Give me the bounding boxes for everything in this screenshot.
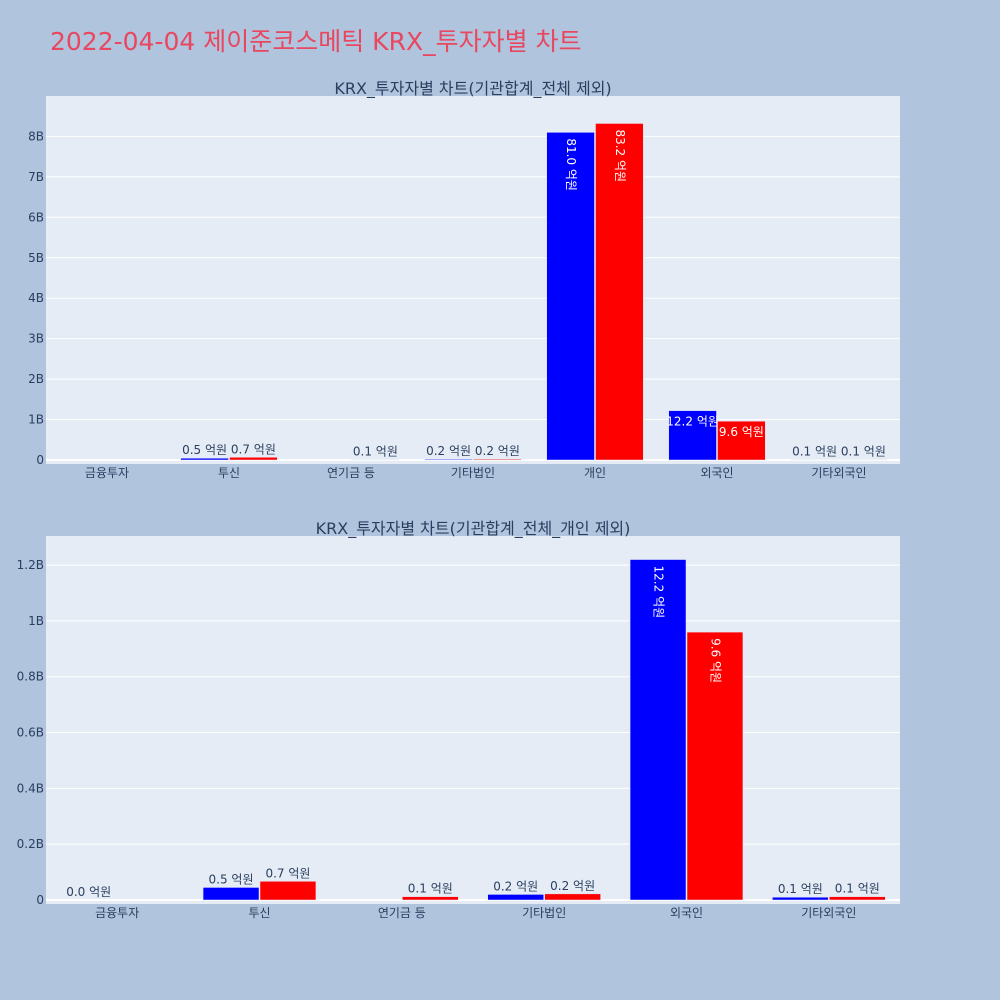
bar xyxy=(180,457,229,461)
y-tick-label: 0.4B xyxy=(17,781,44,795)
data-label: 0.1 억원 xyxy=(835,882,880,896)
plot-area xyxy=(46,96,900,464)
chart-title: KRX_투자자별 차트(기관합계_전체 제외) xyxy=(334,79,611,99)
data-label: 0.7 억원 xyxy=(265,866,310,880)
x-tick-label: 기타법인 xyxy=(522,906,566,920)
x-tick-label: 투신 xyxy=(248,906,270,920)
data-label: 0.1 억원 xyxy=(841,445,886,459)
y-tick-label: 1B xyxy=(28,413,44,427)
y-tick-label: 2B xyxy=(28,372,44,386)
bar xyxy=(402,896,459,901)
x-tick-label: 금융투자 xyxy=(85,466,129,480)
x-tick-label: 연기금 등 xyxy=(378,906,426,920)
bar xyxy=(202,887,260,901)
data-label: 0.2 억원 xyxy=(550,879,595,893)
y-tick-label: 8B xyxy=(28,129,44,143)
bar xyxy=(544,893,601,901)
plot-area xyxy=(46,536,900,904)
data-label: 81.0 억원 xyxy=(564,138,578,191)
data-label: 12.2 억원 xyxy=(652,566,666,619)
data-label: 0.2 억원 xyxy=(475,444,520,458)
x-tick-label: 개인 xyxy=(584,466,606,480)
bar xyxy=(473,458,522,461)
x-tick-label: 기타외국인 xyxy=(801,906,856,920)
bar xyxy=(259,881,317,901)
y-tick-label: 7B xyxy=(28,170,44,184)
y-tick-label: 0.8B xyxy=(17,670,44,684)
bar xyxy=(829,896,886,901)
y-tick-label: 3B xyxy=(28,332,44,346)
chart-title: KRX_투자자별 차트(기관합계_전체_개인 제외) xyxy=(316,519,631,539)
x-tick-label: 외국인 xyxy=(700,466,733,480)
bar xyxy=(424,458,473,461)
y-tick-label: 6B xyxy=(28,210,44,224)
bar xyxy=(686,631,744,901)
data-label: 9.6 억원 xyxy=(719,425,764,439)
y-tick-label: 5B xyxy=(28,251,44,265)
x-tick-label: 금융투자 xyxy=(95,906,139,920)
y-tick-label: 0 xyxy=(36,893,44,907)
chart-1: 0 1B 2B 3B 4B 5B 6B 7B 8B KRX_투자자별 차트(기관합계_전체 제외)… xyxy=(28,79,900,480)
data-label: 0.1 억원 xyxy=(353,445,398,459)
y-tick-label: 4B xyxy=(28,291,44,305)
data-label: 0.7 억원 xyxy=(231,442,276,456)
data-label: 12.2 억원 xyxy=(666,415,719,429)
data-label: 0.0 억원 xyxy=(66,885,111,899)
data-label: 9.6 억원 xyxy=(708,638,722,683)
y-tick-label: 0 xyxy=(36,453,44,467)
chart-2: 0 0.2B 0.4B 0.6B 0.8B 1B 1.2B KRX_투자자별 차트(기관합계_… xyxy=(17,519,900,920)
data-label: 83.2 억원 xyxy=(613,129,627,182)
bar xyxy=(229,457,278,461)
x-tick-label: 투신 xyxy=(218,466,240,480)
x-tick-label: 외국인 xyxy=(670,906,703,920)
bar xyxy=(772,896,829,901)
bar xyxy=(629,559,687,901)
page-title: 2022-04-04 제이준코스메틱 KRX_투자자별 차트 xyxy=(50,27,582,56)
data-label: 0.5 억원 xyxy=(182,443,227,457)
data-label: 0.1 억원 xyxy=(408,882,453,896)
y-tick-label: 0.6B xyxy=(17,726,44,740)
data-label: 0.2 억원 xyxy=(493,879,538,893)
data-label: 0.5 억원 xyxy=(209,872,254,886)
x-tick-label: 기타법인 xyxy=(451,466,495,480)
bar xyxy=(717,420,766,461)
bar xyxy=(487,894,544,901)
y-tick-label: 1B xyxy=(28,614,44,628)
data-label: 0.1 억원 xyxy=(792,445,837,459)
y-tick-label: 1.2B xyxy=(17,558,44,572)
bar xyxy=(546,132,595,461)
data-label: 0.2 억원 xyxy=(426,444,471,458)
y-tick-label: 0.2B xyxy=(17,837,44,851)
data-label: 0.1 억원 xyxy=(778,882,823,896)
x-tick-label: 기타외국인 xyxy=(811,466,866,480)
bar xyxy=(668,410,717,461)
x-tick-label: 연기금 등 xyxy=(327,466,375,480)
bar xyxy=(595,123,644,461)
